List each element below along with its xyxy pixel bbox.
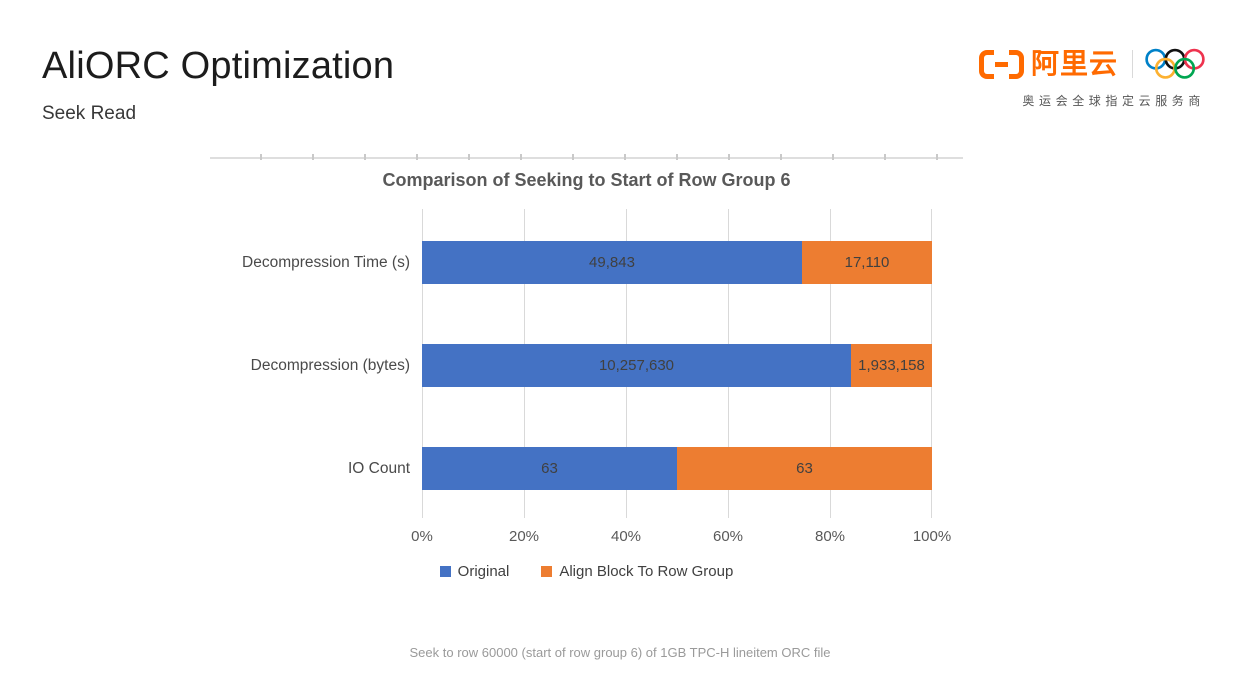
stacked-bar-chart: Comparison of Seeking to Start of Row Gr… bbox=[210, 145, 963, 615]
bracket-dash-icon bbox=[994, 61, 1008, 67]
x-tick-label: 100% bbox=[912, 528, 952, 545]
bracket-left-icon bbox=[978, 49, 994, 79]
bar-segment-original: 10,257,630 bbox=[422, 344, 851, 387]
bar-value-label: 49,843 bbox=[589, 254, 635, 271]
bar-segment-original: 49,843 bbox=[422, 241, 802, 284]
logo-brand-text: 阿里云 bbox=[1030, 48, 1118, 79]
chart-title: Comparison of Seeking to Start of Row Gr… bbox=[382, 170, 791, 190]
category-label: IO Count bbox=[347, 459, 410, 477]
x-tick-label: 60% bbox=[712, 528, 744, 545]
logo-row: 阿里云 bbox=[978, 45, 1205, 83]
legend-swatch-icon bbox=[541, 566, 553, 577]
bar-value-label: 63 bbox=[541, 460, 558, 477]
legend: Original Align Block To Row Group bbox=[210, 563, 963, 580]
category-label: Decompression Time (s) bbox=[242, 253, 410, 271]
logo-divider bbox=[1132, 50, 1133, 78]
bracket-right-icon bbox=[1008, 49, 1024, 79]
x-tick-label: 0% bbox=[411, 528, 433, 545]
bar-value-label: 17,110 bbox=[844, 254, 890, 271]
bar-segment-align-block: 1,933,158 bbox=[851, 344, 932, 387]
x-tick-label: 40% bbox=[610, 528, 642, 545]
x-tick-label: 20% bbox=[508, 528, 540, 545]
alibaba-cloud-brackets-icon bbox=[978, 49, 1024, 79]
category-label: Decompression (bytes) bbox=[250, 356, 410, 374]
legend-item-original: Original bbox=[439, 563, 510, 580]
bar-segment-align-block: 17,110 bbox=[802, 241, 932, 284]
bar-value-label: 63 bbox=[796, 460, 813, 477]
olympic-rings-icon bbox=[1145, 48, 1205, 79]
logo-tagline: 奥运会全球指定云服务商 bbox=[1022, 94, 1205, 108]
page-title: AliORC Optimization bbox=[42, 45, 395, 87]
x-tick-label: 80% bbox=[814, 528, 846, 545]
bar-value-label: 1,933,158 bbox=[858, 357, 925, 374]
bar-value-label: 10,257,630 bbox=[598, 357, 675, 374]
legend-label: Align Block To Row Group bbox=[559, 563, 734, 580]
legend-swatch-icon bbox=[439, 566, 451, 577]
page-subtitle: Seek Read bbox=[42, 103, 137, 124]
footnote: Seek to row 60000 (start of row group 6)… bbox=[409, 645, 831, 660]
chart-top-rule bbox=[210, 154, 963, 160]
legend-label: Original bbox=[457, 563, 510, 580]
bar-segment-align-block: 63 bbox=[677, 447, 932, 490]
alibaba-cloud-logo: 阿里云 奥运会全球指定云服务商 bbox=[978, 45, 1205, 109]
legend-item-align-block-to-row-group: Align Block To Row Group bbox=[541, 563, 733, 580]
bar-segment-original: 63 bbox=[422, 447, 677, 490]
